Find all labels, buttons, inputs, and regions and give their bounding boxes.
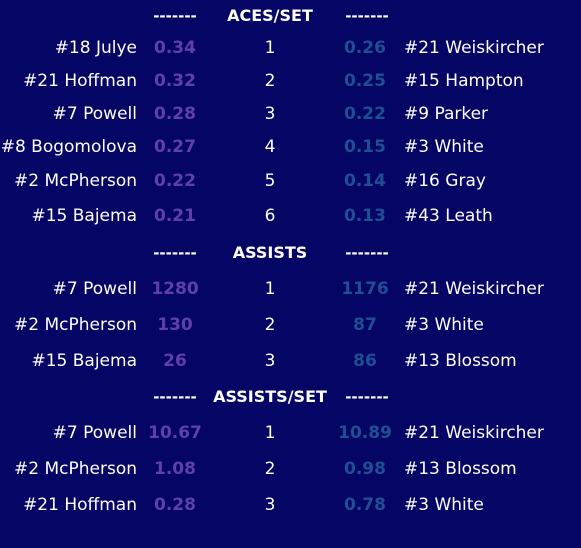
left-player-value: 0.27 [154, 137, 196, 157]
right-player-name: #21 Weiskircher [404, 38, 544, 58]
left-player-name: #15 Bajema [31, 351, 137, 371]
left-player-name: #21 Hoffman [23, 495, 137, 515]
right-player-value: 1176 [341, 279, 389, 299]
left-player-name: #7 Powell [52, 104, 137, 124]
section-header-assists: ------- ASSISTS ------- [0, 239, 581, 267]
stat-row: #7 Powell 1280 1 1176 #21 Weiskircher [0, 275, 581, 303]
right-player-name: #9 Parker [404, 104, 489, 124]
right-player-value: 0.25 [344, 71, 386, 91]
stat-row: #21 Hoffman 0.28 3 0.78 #3 White [0, 491, 581, 519]
right-player-name: #16 Gray [404, 171, 486, 191]
left-player-name: #15 Bajema [31, 206, 137, 226]
right-player-name: #3 White [404, 495, 484, 515]
header-dash-left: ------- [153, 7, 197, 25]
stat-row: #15 Bajema 0.21 6 0.13 #43 Leath [0, 202, 581, 230]
rank-number: 1 [264, 423, 276, 443]
left-player-name: #7 Powell [52, 423, 137, 443]
rank-number: 3 [264, 104, 276, 124]
stat-row: #2 McPherson 130 2 87 #3 White [0, 311, 581, 339]
rank-number: 1 [264, 279, 276, 299]
stat-row: #15 Bajema 26 3 86 #13 Blossom [0, 347, 581, 375]
right-player-value: 10.89 [338, 423, 392, 443]
right-player-name: #3 White [404, 315, 484, 335]
right-player-value: 0.78 [344, 495, 386, 515]
left-player-value: 0.22 [154, 171, 196, 191]
left-player-name: #2 McPherson [14, 171, 137, 191]
right-player-value: 86 [353, 351, 377, 371]
right-player-value: 87 [353, 315, 377, 335]
header-dash-right: ------- [345, 244, 389, 262]
left-player-value: 130 [157, 315, 193, 335]
header-dash-left: ------- [153, 388, 197, 406]
section-title: ACES/SET [227, 6, 313, 25]
left-player-name: #7 Powell [52, 279, 137, 299]
right-player-value: 0.22 [344, 104, 386, 124]
stat-row: #7 Powell 0.28 3 0.22 #9 Parker [0, 100, 581, 128]
rank-number: 2 [264, 459, 276, 479]
stat-row: #2 McPherson 1.08 2 0.98 #13 Blossom [0, 455, 581, 483]
rank-number: 6 [264, 206, 276, 226]
stat-row: #21 Hoffman 0.32 2 0.25 #15 Hampton [0, 67, 581, 95]
right-player-value: 0.98 [344, 459, 386, 479]
rank-number: 3 [264, 351, 276, 371]
right-player-name: #13 Blossom [404, 459, 517, 479]
left-player-value: 10.67 [148, 423, 202, 443]
section-header-assists-per-set: ------- ASSISTS/SET ------- [0, 383, 581, 411]
header-dash-right: ------- [345, 7, 389, 25]
left-player-value: 0.28 [154, 495, 196, 515]
right-player-name: #21 Weiskircher [404, 423, 544, 443]
right-player-value: 0.26 [344, 38, 386, 58]
left-player-value: 0.21 [154, 206, 196, 226]
left-player-name: #8 Bogomolova [0, 137, 137, 157]
stat-row: #8 Bogomolova 0.27 4 0.15 #3 White [0, 133, 581, 161]
section-header-aces-per-set: ------- ACES/SET ------- [0, 2, 581, 30]
left-player-name: #2 McPherson [14, 459, 137, 479]
left-player-value: 1280 [151, 279, 199, 299]
section-title: ASSISTS/SET [213, 387, 327, 406]
stat-row: #7 Powell 10.67 1 10.89 #21 Weiskircher [0, 419, 581, 447]
section-title: ASSISTS [232, 243, 308, 262]
header-dash-right: ------- [345, 388, 389, 406]
right-player-value: 0.15 [344, 137, 386, 157]
rank-number: 2 [264, 315, 276, 335]
left-player-value: 0.34 [154, 38, 196, 58]
left-player-value: 0.32 [154, 71, 196, 91]
left-player-value: 1.08 [154, 459, 196, 479]
right-player-name: #21 Weiskircher [404, 279, 544, 299]
header-dash-left: ------- [153, 244, 197, 262]
rank-number: 1 [264, 38, 276, 58]
right-player-name: #3 White [404, 137, 484, 157]
right-player-name: #15 Hampton [404, 71, 524, 91]
rank-number: 5 [264, 171, 276, 191]
stat-row: #2 McPherson 0.22 5 0.14 #16 Gray [0, 167, 581, 195]
stat-row: #18 Julye 0.34 1 0.26 #21 Weiskircher [0, 34, 581, 62]
left-player-name: #21 Hoffman [23, 71, 137, 91]
right-player-name: #43 Leath [404, 206, 493, 226]
left-player-value: 26 [163, 351, 187, 371]
left-player-name: #18 Julye [54, 38, 137, 58]
rank-number: 3 [264, 495, 276, 515]
right-player-name: #13 Blossom [404, 351, 517, 371]
right-player-value: 0.13 [344, 206, 386, 226]
right-player-value: 0.14 [344, 171, 386, 191]
rank-number: 4 [264, 137, 276, 157]
left-player-value: 0.28 [154, 104, 196, 124]
rank-number: 2 [264, 71, 276, 91]
left-player-name: #2 McPherson [14, 315, 137, 335]
